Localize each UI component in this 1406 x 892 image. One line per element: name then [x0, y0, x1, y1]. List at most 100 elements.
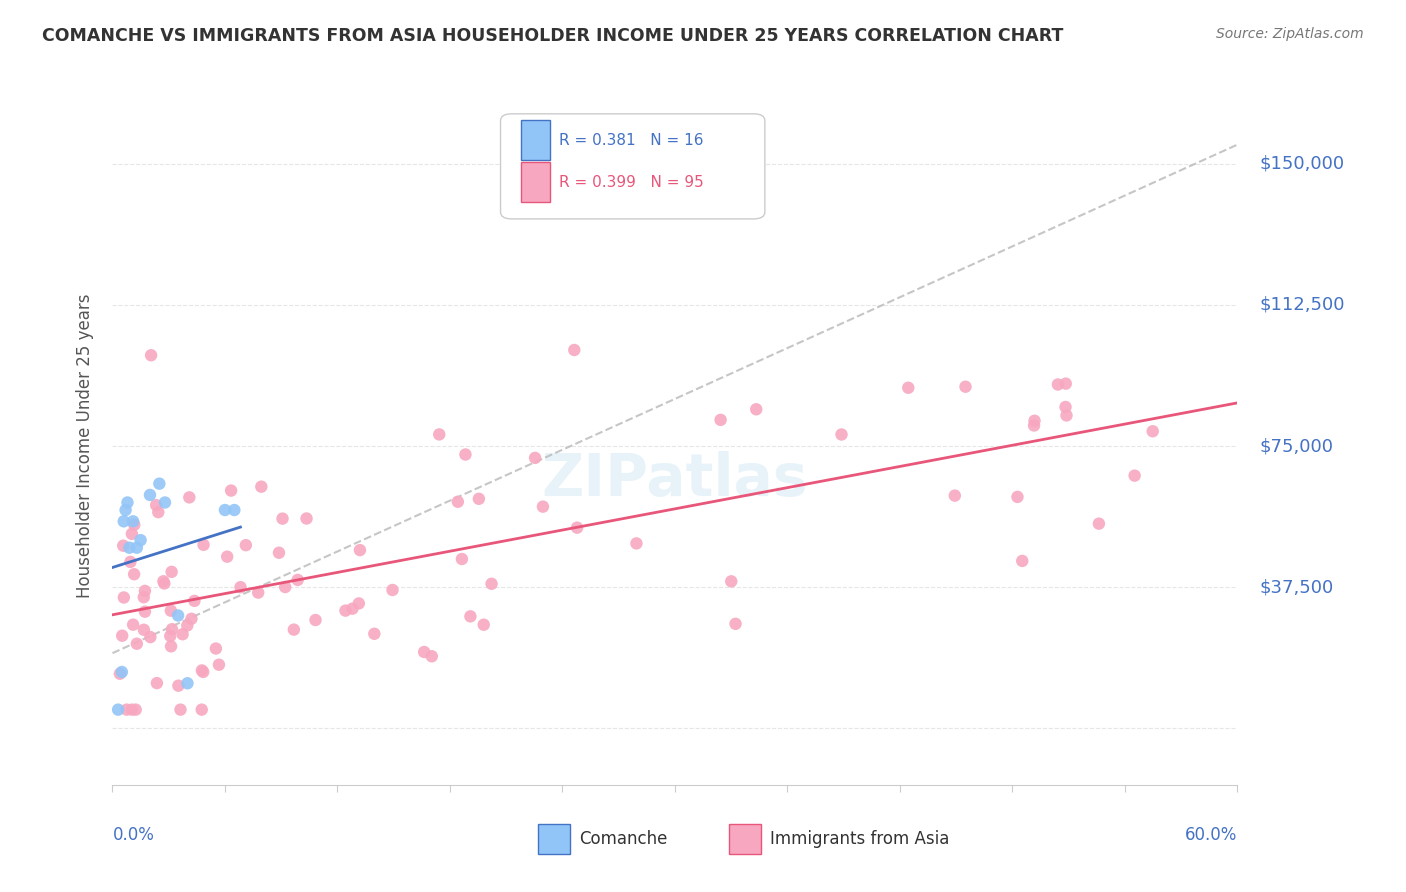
Point [304, 613, 326, 627]
Point [943, 489, 966, 503]
Point [176, 618, 198, 632]
Point [274, 580, 297, 594]
Point [447, 494, 470, 508]
Point [107, 703, 129, 717]
Point [120, 555, 142, 569]
Point [160, 565, 183, 579]
Point [139, 630, 162, 644]
Point [139, 488, 162, 502]
Point [1024, 414, 1046, 428]
Point [481, 576, 503, 591]
FancyBboxPatch shape [520, 162, 550, 202]
Point [153, 495, 176, 509]
Point [468, 491, 491, 506]
Point [283, 623, 305, 637]
Y-axis label: Householder Income Under 25 years: Householder Income Under 25 years [76, 293, 94, 599]
Point [831, 427, 853, 442]
Point [1054, 376, 1077, 391]
Point [710, 413, 733, 427]
Point [1088, 516, 1111, 531]
Text: $150,000: $150,000 [1260, 154, 1346, 172]
Point [117, 495, 139, 509]
Point [193, 538, 215, 552]
Point [114, 503, 136, 517]
Point [153, 576, 176, 591]
Text: $112,500: $112,500 [1260, 296, 1346, 314]
Point [1046, 377, 1069, 392]
Point [112, 539, 135, 553]
Point [1054, 400, 1077, 414]
Point [214, 503, 236, 517]
FancyBboxPatch shape [537, 824, 571, 855]
Point [626, 536, 648, 550]
Point [111, 629, 134, 643]
Point [1007, 490, 1029, 504]
Point [335, 604, 357, 618]
Point [111, 665, 134, 679]
Point [132, 623, 155, 637]
Point [472, 617, 495, 632]
Point [129, 533, 152, 548]
Point [565, 521, 588, 535]
Text: R = 0.381   N = 16: R = 0.381 N = 16 [560, 133, 703, 148]
Point [1056, 409, 1078, 423]
Point [460, 609, 482, 624]
Point [115, 703, 138, 717]
Point [121, 526, 143, 541]
Point [145, 498, 167, 512]
Text: Source: ZipAtlas.com: Source: ZipAtlas.com [1216, 27, 1364, 41]
Point [180, 612, 202, 626]
Text: $37,500: $37,500 [1260, 578, 1334, 596]
Point [224, 503, 246, 517]
Point [454, 448, 477, 462]
Point [219, 483, 242, 498]
FancyBboxPatch shape [520, 120, 550, 161]
Point [167, 608, 190, 623]
Point [132, 591, 155, 605]
Point [287, 573, 309, 587]
FancyBboxPatch shape [728, 824, 762, 855]
Point [267, 546, 290, 560]
Point [190, 703, 212, 717]
Point [118, 541, 141, 555]
Text: 60.0%: 60.0% [1185, 826, 1237, 844]
Point [160, 622, 183, 636]
Point [146, 676, 169, 690]
FancyBboxPatch shape [501, 114, 765, 219]
Point [183, 594, 205, 608]
Point [122, 617, 145, 632]
Point [342, 601, 364, 615]
Text: Comanche: Comanche [579, 830, 668, 848]
Point [121, 703, 143, 717]
Point [134, 583, 156, 598]
Point [347, 596, 370, 610]
Point [349, 543, 371, 558]
Point [208, 657, 231, 672]
Text: COMANCHE VS IMMIGRANTS FROM ASIA HOUSEHOLDER INCOME UNDER 25 YEARS CORRELATION C: COMANCHE VS IMMIGRANTS FROM ASIA HOUSEHO… [42, 27, 1063, 45]
Point [1123, 468, 1146, 483]
Point [217, 549, 239, 564]
Text: R = 0.399   N = 95: R = 0.399 N = 95 [560, 175, 704, 190]
Point [160, 604, 183, 618]
Point [108, 666, 131, 681]
Point [724, 616, 747, 631]
Point [176, 676, 198, 690]
Point [125, 703, 148, 717]
Point [250, 480, 273, 494]
Point [112, 591, 135, 605]
Point [413, 645, 436, 659]
Point [229, 580, 252, 594]
Point [720, 574, 742, 589]
Point [524, 450, 547, 465]
Point [381, 582, 404, 597]
Point [235, 538, 257, 552]
Point [427, 427, 450, 442]
Point [160, 640, 183, 654]
Point [169, 703, 191, 717]
Point [159, 629, 181, 643]
Point [955, 380, 977, 394]
Point [167, 679, 190, 693]
Point [122, 517, 145, 532]
Point [247, 585, 270, 599]
Point [531, 500, 554, 514]
